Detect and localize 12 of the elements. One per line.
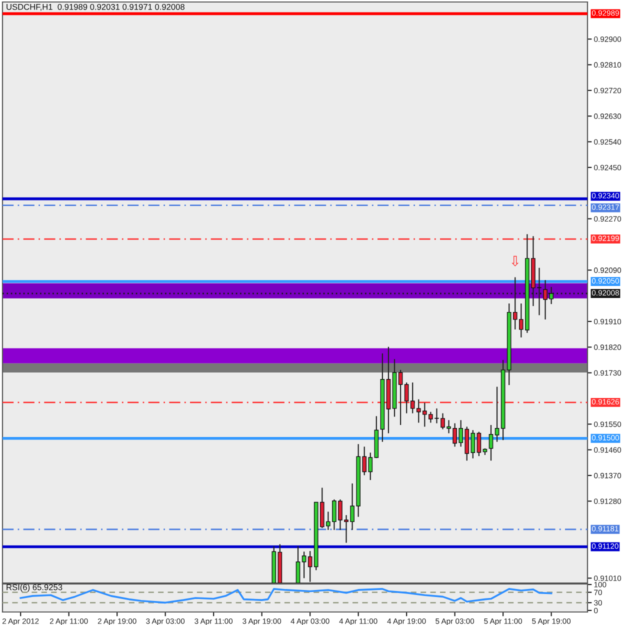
candlestick — [488, 424, 494, 462]
chart-title: RSI(6) 65.9253 — [6, 584, 62, 592]
candlestick — [470, 430, 476, 459]
candlestick — [296, 546, 300, 583]
candlestick — [476, 431, 482, 457]
annotation: ⇩ — [512, 256, 519, 266]
candlestick — [398, 369, 403, 426]
candlestick — [302, 551, 306, 579]
candlestick — [404, 382, 409, 414]
candlestick — [494, 386, 500, 442]
candlestick — [308, 550, 312, 582]
chart-title: USDCHF,H1 0.91989 0.92031 0.91971 0.92008 — [6, 4, 184, 11]
